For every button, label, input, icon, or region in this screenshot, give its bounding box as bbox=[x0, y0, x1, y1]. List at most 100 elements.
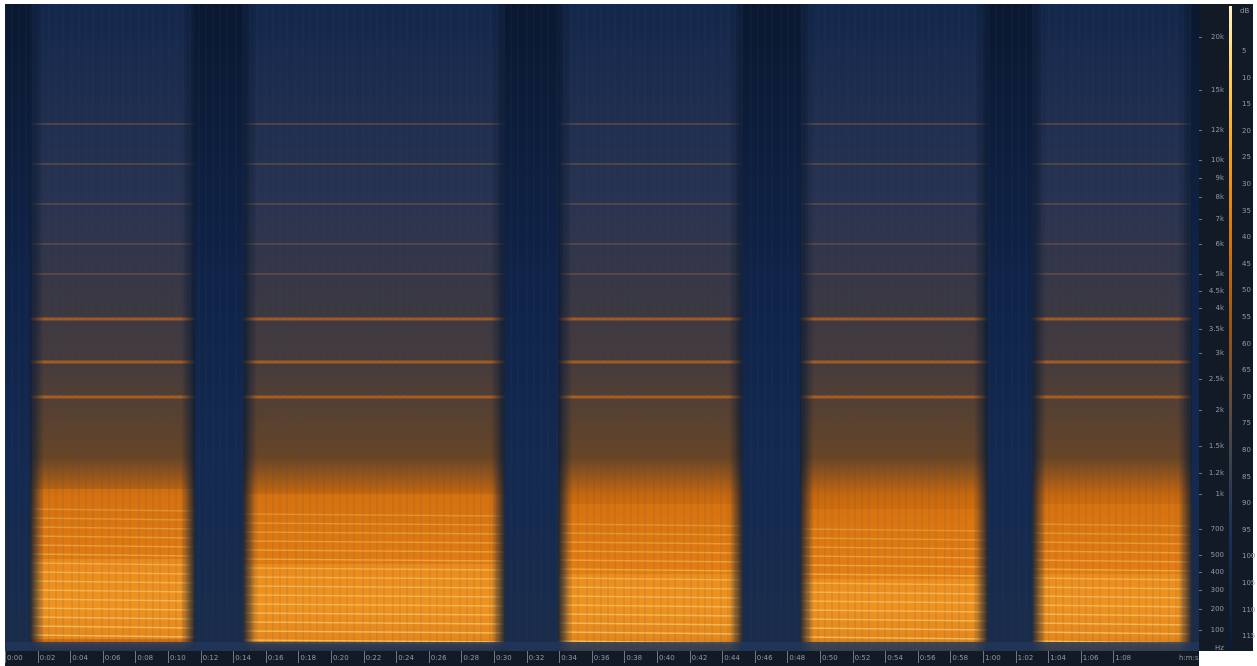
db-colorbar bbox=[1229, 6, 1232, 649]
time-tick-label: 1:04 bbox=[1050, 654, 1066, 662]
dc-band bbox=[5, 642, 1199, 651]
time-tick-mark bbox=[1048, 651, 1050, 663]
time-tick-mark bbox=[754, 651, 756, 663]
frequency-tick-label: 300 bbox=[1210, 586, 1224, 594]
frequency-tick-mark bbox=[1199, 178, 1202, 179]
frequency-tick-mark bbox=[1199, 160, 1202, 161]
db-tick-label: 60 bbox=[1242, 339, 1251, 348]
harmonic-line bbox=[799, 537, 989, 541]
frequency-tick-label: 8k bbox=[1215, 193, 1224, 201]
time-tick-label: 0:30 bbox=[496, 654, 512, 662]
frequency-tick-label: 1.2k bbox=[1208, 469, 1224, 477]
time-tick-label: 1:08 bbox=[1115, 654, 1132, 662]
time-tick-label: 0:54 bbox=[887, 654, 903, 662]
harmonic-line bbox=[1031, 622, 1193, 626]
harmonic-line bbox=[1031, 568, 1193, 572]
time-tick-mark bbox=[689, 651, 691, 663]
frequency-tick-mark bbox=[1199, 291, 1202, 292]
harmonic-line bbox=[1031, 604, 1193, 608]
harmonic-line bbox=[799, 609, 989, 613]
time-tick-mark bbox=[200, 651, 202, 663]
db-tick-label: 105 bbox=[1242, 579, 1256, 587]
harmonic-line bbox=[1031, 550, 1193, 554]
harmonic-line bbox=[557, 550, 744, 554]
harmonic-line bbox=[29, 571, 196, 575]
harmonic-line bbox=[799, 618, 989, 622]
time-tick-label: 0:36 bbox=[593, 654, 610, 662]
db-tick-label: 55 bbox=[1242, 313, 1251, 321]
time-tick-label: 0:34 bbox=[561, 654, 577, 662]
time-tick-mark bbox=[298, 651, 300, 663]
harmonic-line bbox=[242, 567, 506, 571]
spectrogram-image bbox=[5, 4, 1199, 651]
frequency-tick-mark bbox=[1199, 90, 1202, 91]
time-tick-label: 0:02 bbox=[39, 654, 56, 662]
frequency-tick-mark bbox=[1199, 353, 1202, 354]
low-freq-energy bbox=[1032, 504, 1192, 644]
time-tick-mark bbox=[135, 651, 137, 663]
time-tick-mark bbox=[559, 651, 561, 663]
time-tick-mark bbox=[950, 651, 952, 663]
harmonic-line bbox=[29, 553, 196, 557]
db-tick-label: 45 bbox=[1242, 259, 1251, 268]
harmonic-line bbox=[557, 523, 744, 527]
frequency-tick-mark bbox=[1199, 590, 1202, 591]
frequency-axis: 20k 15k 12k 10k 9k 8k 7k 6k 5k 4.5k 4k 3.5k 3k 2.5k 2k… bbox=[1199, 4, 1227, 652]
harmonic-line bbox=[29, 517, 196, 521]
time-tick-label: 0:16 bbox=[267, 654, 284, 662]
harmonic-line bbox=[799, 528, 989, 532]
segment-offset bbox=[729, 4, 743, 651]
time-tick-mark bbox=[461, 651, 463, 663]
time-tick-mark bbox=[917, 651, 919, 663]
frequency-tick-label: 100 bbox=[1210, 626, 1224, 634]
db-tick-label: 65 bbox=[1242, 366, 1251, 375]
frequency-tick-label: 12k bbox=[1211, 126, 1224, 134]
db-tick-label: 80 bbox=[1242, 446, 1251, 454]
time-tick-mark bbox=[1015, 651, 1017, 663]
time-tick-mark bbox=[787, 651, 789, 663]
harmonic-line bbox=[799, 564, 989, 568]
time-tick-label: 0:26 bbox=[430, 654, 447, 662]
frequency-tick-mark bbox=[1199, 572, 1202, 573]
frequency-tick-mark bbox=[1199, 609, 1202, 610]
db-tick-label: 15 bbox=[1242, 100, 1251, 109]
time-tick-mark bbox=[526, 651, 528, 663]
time-tick-mark bbox=[1113, 651, 1115, 663]
db-tick-label: 20 bbox=[1242, 126, 1251, 135]
frequency-tick-label: 1k bbox=[1215, 490, 1224, 498]
harmonic-line bbox=[557, 568, 744, 572]
segment-onset bbox=[558, 4, 572, 651]
frequency-tick-label: 4.5k bbox=[1208, 287, 1224, 295]
spectrogram-canvas[interactable] bbox=[5, 4, 1199, 651]
segment-offset bbox=[491, 4, 505, 651]
harmonic-line bbox=[29, 544, 196, 548]
frequency-tick-label: 9k bbox=[1215, 174, 1224, 182]
harmonic-line bbox=[557, 622, 744, 626]
time-tick-label: 0:10 bbox=[170, 654, 186, 662]
frequency-tick-mark bbox=[1199, 197, 1202, 198]
harmonic-line bbox=[799, 573, 989, 577]
frequency-tick-mark bbox=[1199, 130, 1202, 131]
time-tick-mark bbox=[37, 651, 39, 663]
db-tick-label: 95 bbox=[1242, 525, 1251, 534]
frequency-tick-mark bbox=[1199, 529, 1202, 530]
harmonic-line bbox=[242, 540, 506, 544]
time-tick-label: 0:38 bbox=[626, 654, 643, 662]
time-tick-mark bbox=[428, 651, 430, 663]
db-scale: dB 5 10 15 20 25 30 35 40 45 50 55 60 65 70 75 80 85 90 95 1… bbox=[1227, 4, 1256, 651]
db-tick-label: 100 bbox=[1242, 552, 1256, 561]
db-tick-label: 70 bbox=[1242, 392, 1251, 401]
low-freq-energy bbox=[558, 504, 743, 644]
harmonic-line bbox=[242, 630, 506, 634]
time-tick-mark bbox=[396, 651, 398, 663]
frequency-tick-mark bbox=[1199, 410, 1202, 411]
harmonic-line bbox=[29, 598, 196, 602]
frequency-tick-mark bbox=[1199, 37, 1202, 38]
db-tick-label: 30 bbox=[1242, 180, 1251, 188]
time-tick-label: 0:40 bbox=[659, 654, 675, 662]
harmonic-line bbox=[242, 558, 506, 562]
harmonic-line bbox=[557, 595, 744, 599]
harmonic-line bbox=[242, 603, 506, 607]
harmonic-line bbox=[1031, 577, 1193, 581]
